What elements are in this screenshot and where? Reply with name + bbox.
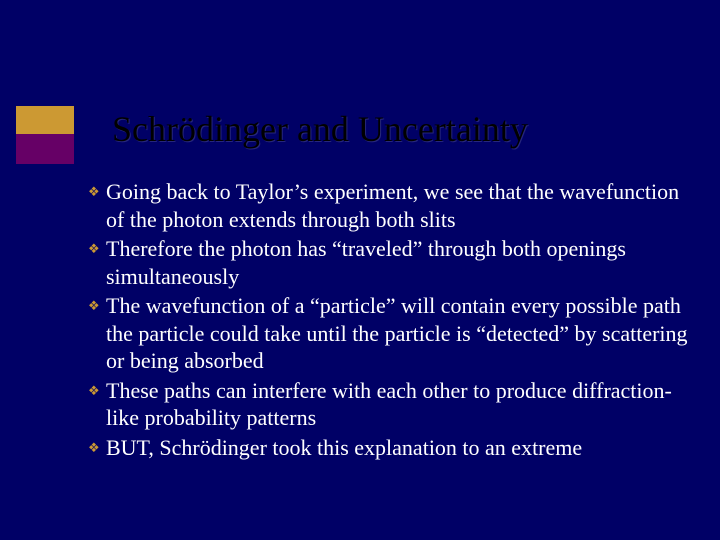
list-item: ❖ These paths can interfere with each ot… xyxy=(88,377,700,432)
list-item: ❖ The wavefunction of a “particle” will … xyxy=(88,292,700,375)
bullet-text: Going back to Taylor’s experiment, we se… xyxy=(106,178,700,233)
accent-top xyxy=(16,106,74,134)
bullet-list: ❖ Going back to Taylor’s experiment, we … xyxy=(88,178,700,463)
accent-bottom xyxy=(16,134,74,164)
diamond-bullet-icon: ❖ xyxy=(88,441,106,454)
bullet-text: BUT, Schrödinger took this explanation t… xyxy=(106,434,700,462)
list-item: ❖ Therefore the photon has “traveled” th… xyxy=(88,235,700,290)
diamond-bullet-icon: ❖ xyxy=(88,384,106,397)
slide-title: Schrödinger and Uncertainty xyxy=(112,108,528,150)
accent-block xyxy=(16,106,74,164)
bullet-text: The wavefunction of a “particle” will co… xyxy=(106,292,700,375)
diamond-bullet-icon: ❖ xyxy=(88,242,106,255)
bullet-text: Therefore the photon has “traveled” thro… xyxy=(106,235,700,290)
list-item: ❖ BUT, Schrödinger took this explanation… xyxy=(88,434,700,462)
diamond-bullet-icon: ❖ xyxy=(88,185,106,198)
list-item: ❖ Going back to Taylor’s experiment, we … xyxy=(88,178,700,233)
bullet-text: These paths can interfere with each othe… xyxy=(106,377,700,432)
diamond-bullet-icon: ❖ xyxy=(88,299,106,312)
